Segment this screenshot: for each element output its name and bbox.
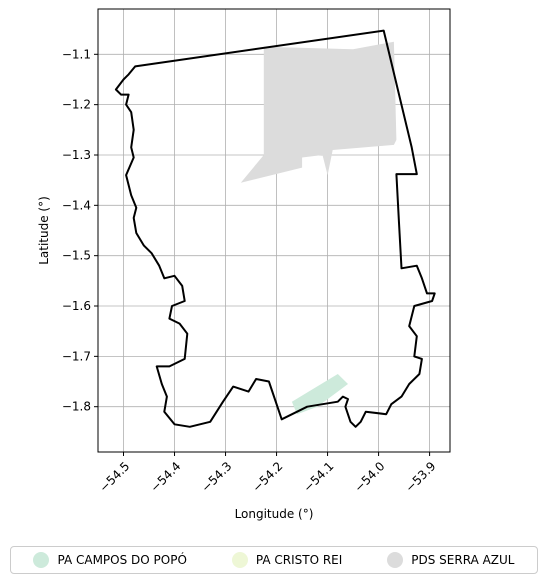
x-tick-label: −53.9 (403, 459, 439, 495)
x-tick-label: −54.3 (199, 459, 235, 495)
boundary-outline (114, 29, 436, 428)
legend-swatch (33, 552, 50, 568)
municipality-boundary (114, 29, 436, 428)
legend-swatch (387, 552, 404, 568)
y-tick-label: −1.8 (62, 400, 91, 414)
legend-item-serra-azul: PDS SERRA AZUL (387, 552, 514, 568)
y-tick-label: −1.2 (62, 98, 91, 112)
y-tick-label: −1.4 (62, 198, 91, 212)
x-axis-label: Longitude (°) (235, 507, 314, 521)
legend-label: PA CAMPOS DO POPÓ (57, 553, 187, 567)
x-tick-label: −54.1 (301, 459, 337, 495)
y-axis-label: Latitude (°) (37, 196, 51, 265)
legend-item-campos-do-popo: PA CAMPOS DO POPÓ (33, 552, 187, 568)
y-tick-label: −1.1 (62, 47, 91, 61)
region-2 (240, 41, 397, 183)
region-0 (291, 374, 348, 415)
x-tick-label: −54.2 (250, 459, 286, 495)
plot-frame (97, 8, 451, 453)
legend-item-cristo-rei: PA CRISTO REI (231, 552, 343, 568)
legend-swatch (231, 552, 248, 568)
legend-label: PDS SERRA AZUL (411, 553, 515, 567)
legend: PA CAMPOS DO POPÓ PA CRISTO REI PDS SERR… (10, 546, 538, 574)
x-tick-label: −54.5 (97, 459, 133, 495)
legend-label: PA CRISTO REI (255, 553, 343, 567)
y-tick-label: −1.6 (62, 299, 91, 313)
y-tick-label: −1.7 (62, 349, 91, 363)
y-tick-label: −1.3 (62, 148, 91, 162)
regions (240, 41, 397, 415)
x-tick-label: −54.0 (352, 459, 388, 495)
x-tick-label: −54.4 (148, 459, 184, 495)
y-tick-label: −1.5 (62, 249, 91, 263)
